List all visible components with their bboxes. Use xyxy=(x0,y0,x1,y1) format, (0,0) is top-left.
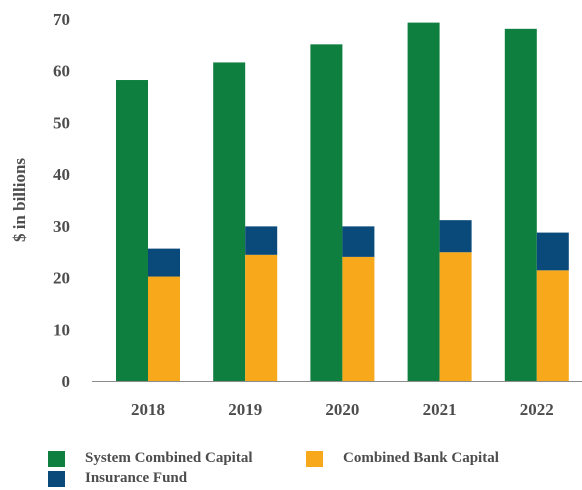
y-tick-label: 0 xyxy=(62,372,71,391)
x-tick-label: 2020 xyxy=(325,400,359,419)
bar-combined-bank-capital-2022 xyxy=(536,270,569,381)
bar-combined-bank-capital-2018 xyxy=(148,276,180,381)
bar-insurance-fund-2020 xyxy=(342,226,375,257)
x-tick-label: 2021 xyxy=(423,400,457,419)
x-tick-label: 2018 xyxy=(131,400,165,419)
y-tick-label: 50 xyxy=(53,113,70,132)
y-tick-label: 10 xyxy=(53,320,70,339)
legend-item-insurance-fund: Insurance Fund xyxy=(48,470,187,487)
legend-swatch-insurance-fund xyxy=(48,470,65,487)
bar-system-combined-capital-2018 xyxy=(116,80,148,381)
bar-system-combined-capital-2021 xyxy=(407,22,440,382)
bar-system-combined-capital-2020 xyxy=(310,44,343,382)
x-axis-ticks: 2018 2019 2020 2021 2022 xyxy=(131,400,554,419)
y-tick-label: 70 xyxy=(53,10,70,29)
y-tick-label: 20 xyxy=(53,269,70,288)
y-axis-label: $ in billions xyxy=(10,158,29,242)
bar-system-combined-capital-2019 xyxy=(213,62,246,381)
legend-label: Insurance Fund xyxy=(85,470,188,486)
bar-insurance-fund-2018 xyxy=(148,248,180,277)
legend-item-combined-bank-capital: Combined Bank Capital xyxy=(306,450,499,467)
legend-swatch-combined-bank-capital xyxy=(306,450,323,467)
bar-insurance-fund-2022 xyxy=(536,232,569,271)
x-tick-label: 2019 xyxy=(228,400,262,419)
y-axis-ticks: 0 10 20 30 40 50 60 70 xyxy=(53,10,70,391)
y-tick-label: 30 xyxy=(53,217,70,236)
legend: System Combined Capital Combined Bank Ca… xyxy=(48,450,568,487)
legend-label: System Combined Capital xyxy=(85,450,253,466)
bar-insurance-fund-2021 xyxy=(439,220,472,253)
y-tick-label: 40 xyxy=(53,165,70,184)
x-tick-label: 2022 xyxy=(520,400,554,419)
legend-swatch-system-combined-capital xyxy=(48,450,65,467)
bar-combined-bank-capital-2020 xyxy=(342,256,375,381)
bar-combined-bank-capital-2021 xyxy=(439,252,472,381)
legend-item-system-combined-capital: System Combined Capital xyxy=(48,450,253,467)
bars xyxy=(116,22,569,382)
bar-system-combined-capital-2022 xyxy=(504,28,537,381)
y-tick-label: 60 xyxy=(53,62,70,81)
bar-insurance-fund-2019 xyxy=(245,226,278,255)
legend-label: Combined Bank Capital xyxy=(343,450,499,466)
bar-combined-bank-capital-2019 xyxy=(245,254,278,381)
